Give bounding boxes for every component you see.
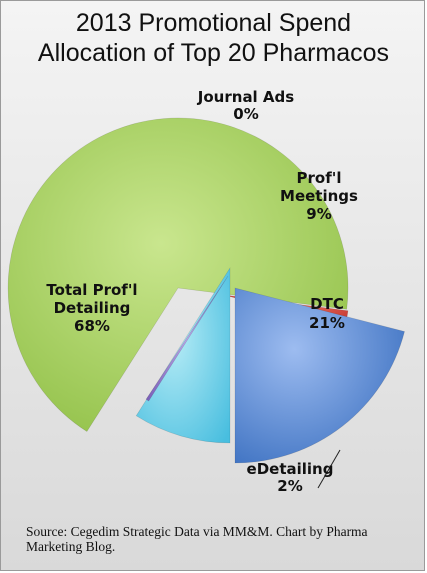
- slice-name-journal-ads: Journal Ads: [197, 88, 294, 106]
- slice-value-total-profl-detailing: 68%: [74, 317, 110, 335]
- pie-slice-total-profl-detailing: [7, 117, 349, 432]
- slice-name-total-profl-detailing: Total Prof'l: [46, 281, 137, 299]
- chart-source-note: Source: Cegedim Strategic Data via MM&M.…: [26, 524, 368, 554]
- slice-name-edetailing: eDetailing: [247, 460, 334, 478]
- slice-label-profl-meetings: Prof'l Meetings 9%: [280, 169, 358, 223]
- slice-label-edetailing: eDetailing 2%: [247, 460, 334, 495]
- slice-label-dtc: DTC 21%: [309, 295, 345, 332]
- chart-title-line-1: 2013 Promotional Spend: [75, 9, 352, 37]
- slice-value-dtc: 21%: [309, 314, 345, 332]
- slice-value-edetailing: 2%: [277, 477, 302, 495]
- pie-slice-journal-ads: [145, 275, 229, 402]
- slice-name-total-profl-detailing: Detailing: [54, 299, 131, 317]
- chart-title: 2013 Promotional Spend Allocation of Top…: [0, 8, 427, 68]
- slice-name-profl-meetings: Meetings: [280, 187, 358, 205]
- slice-value-journal-ads: 0%: [233, 105, 258, 123]
- slice-value-profl-meetings: 9%: [306, 205, 331, 223]
- slice-label-total-profl-detailing: Total Prof'l Detailing 68%: [46, 281, 137, 335]
- pie-slice-profl-meetings: [135, 266, 231, 444]
- leader-line-edetailing: [317, 449, 341, 489]
- pie-slice-dtc: [234, 287, 405, 464]
- chart-title-line-2: Allocation of Top 20 Pharmacos: [37, 39, 390, 67]
- slice-label-journal-ads: Journal Ads 0%: [197, 88, 294, 123]
- slice-name-dtc: DTC: [310, 295, 344, 313]
- slice-name-profl-meetings: Prof'l: [297, 169, 342, 187]
